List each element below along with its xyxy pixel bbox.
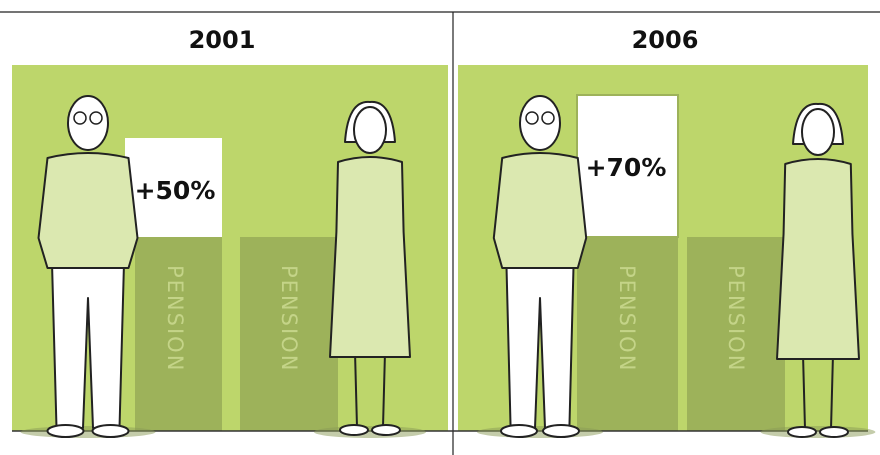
bar-label: PENSION xyxy=(277,265,301,372)
shadow xyxy=(314,426,426,438)
shadow xyxy=(21,426,156,438)
shoe xyxy=(340,425,368,435)
shoe xyxy=(788,427,816,437)
shadow xyxy=(477,426,603,438)
bar-label: PENSION xyxy=(163,265,187,372)
sweater xyxy=(39,153,138,268)
head xyxy=(354,107,386,153)
shoe xyxy=(48,425,84,437)
head xyxy=(802,109,834,155)
year: 2001 xyxy=(189,26,256,54)
shoe xyxy=(820,427,848,437)
shoe xyxy=(543,425,579,437)
year: 2006 xyxy=(632,26,699,54)
shadow xyxy=(761,426,876,438)
shoe xyxy=(372,425,400,435)
bar-label: PENSION xyxy=(724,265,748,372)
infographic: 2001 2006 +50% +70% PENSION PENSION PENS… xyxy=(0,0,880,455)
shoe xyxy=(93,425,129,437)
shoe xyxy=(501,425,537,437)
increase-label: +50% xyxy=(135,176,216,205)
bar-label: PENSION xyxy=(615,265,639,372)
sweater xyxy=(494,153,586,268)
dress xyxy=(330,157,410,357)
head xyxy=(68,96,108,150)
head xyxy=(520,96,560,150)
increase-label: +70% xyxy=(586,153,667,182)
dress xyxy=(777,159,859,359)
